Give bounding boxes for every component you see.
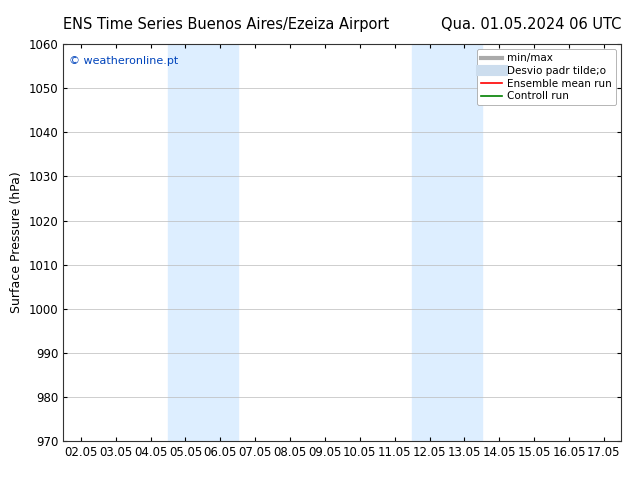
Bar [412,44,482,441]
Legend: min/max, Desvio padr tilde;o, Ensemble mean run, Controll run: min/max, Desvio padr tilde;o, Ensemble m… [477,49,616,105]
Text: © weatheronline.pt: © weatheronline.pt [69,56,178,66]
Y-axis label: Surface Pressure (hPa): Surface Pressure (hPa) [10,172,23,314]
Text: Qua. 01.05.2024 06 UTC: Qua. 01.05.2024 06 UTC [441,17,621,32]
Text: ENS Time Series Buenos Aires/Ezeiza Airport: ENS Time Series Buenos Aires/Ezeiza Airp… [63,17,390,32]
Bar [168,44,238,441]
